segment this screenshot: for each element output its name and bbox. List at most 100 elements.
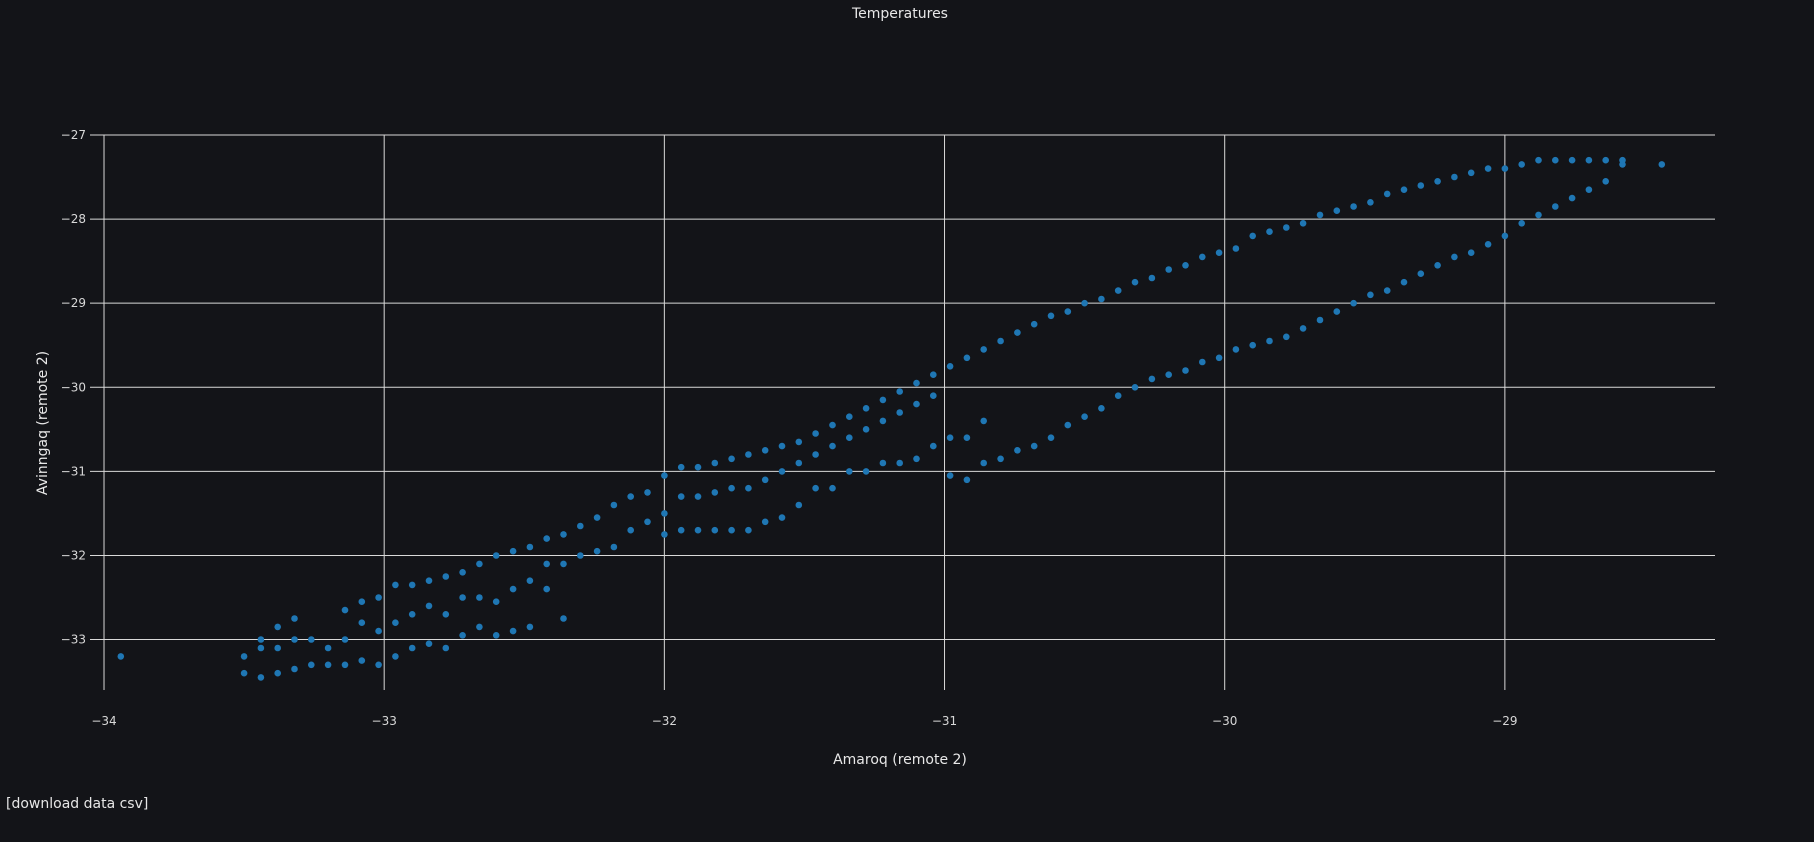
data-point xyxy=(1501,165,1509,172)
data-point xyxy=(1148,375,1156,383)
data-point xyxy=(1232,245,1240,252)
data-point xyxy=(240,669,248,677)
data-point xyxy=(1552,203,1559,210)
data-point xyxy=(946,363,954,370)
data-point xyxy=(728,484,735,492)
data-point xyxy=(1283,333,1290,341)
data-point xyxy=(408,581,416,589)
data-point xyxy=(644,518,651,526)
data-point xyxy=(291,636,298,643)
data-point xyxy=(308,636,315,643)
data-point xyxy=(274,669,282,677)
data-point xyxy=(543,535,550,542)
data-point xyxy=(778,468,786,475)
data-point xyxy=(980,417,987,425)
data-point xyxy=(846,468,853,475)
data-point xyxy=(980,459,987,467)
data-point xyxy=(459,569,466,576)
data-point xyxy=(1081,413,1088,421)
download-csv-link[interactable]: [download data csv] xyxy=(6,796,149,812)
data-point xyxy=(492,552,500,559)
y-tick-label: −32 xyxy=(61,548,86,562)
data-point xyxy=(1249,232,1256,240)
data-point xyxy=(240,653,248,660)
data-point xyxy=(459,594,466,601)
data-point xyxy=(829,484,836,492)
y-tick-label: −30 xyxy=(61,380,86,394)
data-point xyxy=(358,657,366,664)
data-point xyxy=(257,644,265,652)
data-point xyxy=(913,455,920,463)
x-tick-label: −32 xyxy=(652,714,677,728)
data-point xyxy=(593,514,601,521)
data-point xyxy=(946,434,954,442)
data-point xyxy=(862,405,870,412)
data-point xyxy=(1232,346,1240,353)
data-point xyxy=(291,665,298,673)
data-point xyxy=(1148,274,1156,282)
data-point xyxy=(1350,299,1357,307)
data-point xyxy=(930,371,937,379)
data-point xyxy=(1165,266,1172,273)
data-point xyxy=(117,653,125,660)
data-point xyxy=(627,493,634,500)
data-point xyxy=(761,518,769,526)
data-point xyxy=(560,531,567,538)
data-point xyxy=(846,434,853,442)
data-point xyxy=(476,623,483,631)
data-point xyxy=(392,581,399,589)
data-point xyxy=(795,459,803,467)
data-point xyxy=(963,354,971,362)
data-point xyxy=(728,526,735,534)
data-point xyxy=(1266,337,1273,345)
x-axis-label: Amaroq (remote 2) xyxy=(833,752,967,768)
data-point xyxy=(1030,442,1038,450)
data-point xyxy=(408,644,416,652)
data-point xyxy=(627,526,634,534)
data-point xyxy=(661,472,668,479)
data-point xyxy=(896,459,903,467)
data-point xyxy=(543,560,550,568)
data-point xyxy=(1249,341,1256,349)
data-point xyxy=(1182,367,1189,374)
data-point xyxy=(1383,190,1391,198)
x-tick-label: −29 xyxy=(1492,714,1517,728)
data-point xyxy=(862,468,870,475)
data-point xyxy=(425,602,433,610)
data-point xyxy=(1602,178,1609,185)
data-point xyxy=(358,619,366,626)
data-point xyxy=(509,627,517,635)
data-point xyxy=(1182,262,1189,269)
y-axis-ticks: −27 −28 −29 −30 −31 −32 −33 xyxy=(61,128,86,647)
y-tick-label: −29 xyxy=(61,296,86,310)
data-point xyxy=(1658,161,1666,168)
data-point xyxy=(1215,249,1223,256)
data-point xyxy=(913,379,920,387)
data-point xyxy=(1098,405,1105,412)
data-point xyxy=(560,560,567,568)
data-point xyxy=(1568,156,1576,164)
data-point xyxy=(375,627,382,635)
data-point xyxy=(1215,354,1223,362)
data-point xyxy=(610,543,618,551)
data-point xyxy=(661,531,668,538)
data-point xyxy=(509,585,517,593)
data-point xyxy=(341,606,349,614)
data-point xyxy=(930,442,937,450)
data-point xyxy=(745,451,752,458)
data-point xyxy=(963,476,971,484)
data-point xyxy=(694,463,702,471)
data-point xyxy=(1484,165,1492,172)
data-point xyxy=(425,577,433,584)
data-point xyxy=(997,337,1004,345)
data-point xyxy=(1518,220,1525,227)
data-point xyxy=(896,409,903,416)
data-point xyxy=(1064,421,1072,429)
data-point xyxy=(577,552,584,559)
data-point xyxy=(1299,325,1307,332)
data-point xyxy=(526,543,534,551)
data-point xyxy=(677,493,685,500)
x-tick-label: −30 xyxy=(1212,714,1237,728)
data-point xyxy=(375,661,382,669)
data-point xyxy=(492,598,500,605)
